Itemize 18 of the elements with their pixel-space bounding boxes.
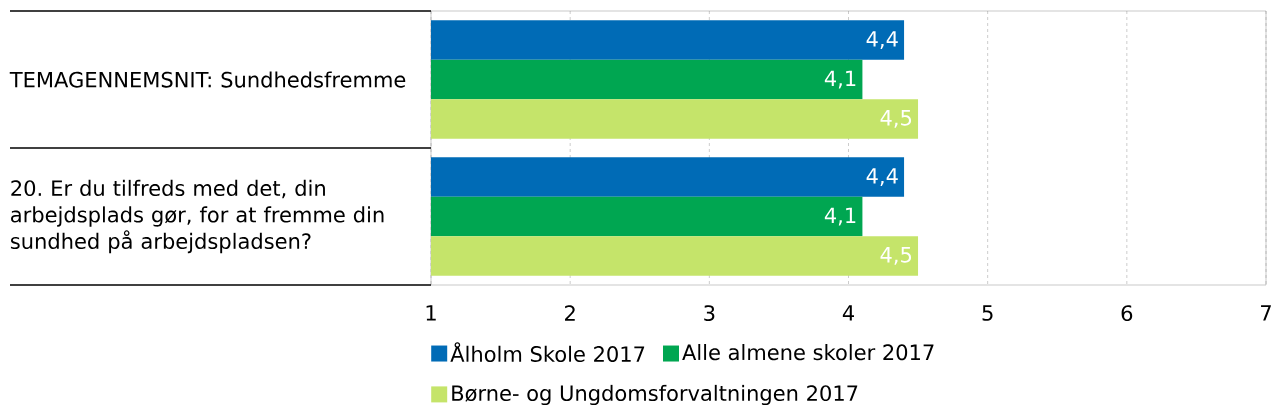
y-tick-label: 20. Er du tilfreds med det, din arbejdsplads gør, for at fremme din sundhed på arbejdspladsen? [10,179,384,254]
legend-label: Ålholm Skole 2017 [450,342,645,362]
data-label: 4,4 [866,168,898,186]
y-tick-label: TEMAGENNEMSNIT: Sundhedsfremme [9,71,406,88]
legend-label: Børne- og Ungdomsforvaltningen 2017 [452,384,858,405]
x-tick-label: 5 [982,305,993,321]
x-tick-label: 2 [565,305,575,321]
data-label: 4,5 [880,110,912,128]
x-tick-label: 7 [1261,305,1271,321]
x-tick-label: 1 [426,305,436,321]
legend-label: Alle almene skoler 2017 [682,343,934,361]
data-label: 4,1 [824,207,856,226]
x-tick-label: 4 [842,305,855,321]
x-tick-label: 6 [1121,305,1133,322]
x-tick-label: 3 [704,305,715,322]
data-label: 4,1 [824,70,856,89]
data-label: 4,5 [880,247,912,265]
data-label: 4,4 [866,31,898,49]
